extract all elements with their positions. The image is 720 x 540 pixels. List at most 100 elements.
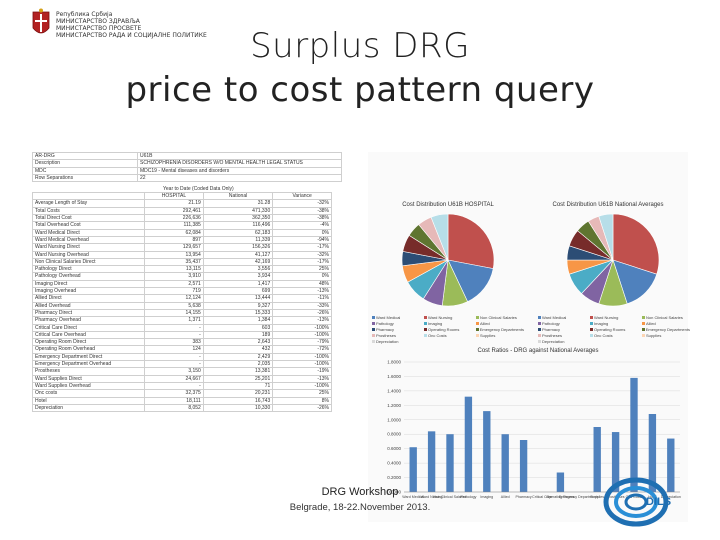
slide-title-line-1: Surplus DRG <box>250 26 470 66</box>
summary-value: 22 <box>137 173 342 183</box>
row-label: Hotel <box>31 396 146 405</box>
legend-swatch <box>424 333 427 337</box>
column-header: Variance <box>272 192 332 201</box>
cell-value: 42,169 <box>202 257 274 267</box>
bar-5 <box>501 434 509 492</box>
legend-label: Ward Nursing <box>428 314 453 320</box>
table-row: Allied Overhead 5,638 9,327 -33% <box>31 301 332 310</box>
legend-label: Prostheses <box>376 332 397 338</box>
cell-value: 2,571 <box>144 279 204 289</box>
legend-item: Emergency Departments <box>476 326 524 332</box>
row-label: Onc costs <box>31 389 146 398</box>
summary-value: SCHIZOPHRENIA DISORDERS W/O MENTAL HEALT… <box>137 159 342 168</box>
x-tick-label: Allied <box>501 495 510 499</box>
table-row: Onc costs 32,375 20,231 25% <box>31 389 332 398</box>
cell-value: 383 <box>144 338 204 347</box>
column-header: HOSPITAL <box>144 192 204 201</box>
row-label: Pharmacy Overhead <box>31 316 146 325</box>
legend-swatch <box>590 333 593 337</box>
cell-value: 0% <box>272 228 332 237</box>
legend-swatch <box>642 321 645 325</box>
table-row: Ward Nursing Overhead 13,954 41,127 -32% <box>31 250 332 259</box>
cell-value: 25% <box>272 389 332 398</box>
legend-label: Emergency Departments <box>645 326 690 332</box>
cell-value: 8% <box>272 396 332 405</box>
legend-swatch <box>476 321 479 325</box>
cell-value: 25,201 <box>202 374 274 383</box>
cell-value: 32,375 <box>144 389 204 398</box>
table-row: AR-DRG U61B <box>32 151 342 161</box>
summary-label: Description <box>32 159 138 168</box>
row-label: Critical Care Overhead <box>31 330 146 340</box>
cell-value: -72% <box>272 345 332 354</box>
cell-value: 1,417 <box>202 279 274 289</box>
y-tick-label: 0.2000 <box>387 475 401 480</box>
cost-ratio-bar-chart: 0.0000 0.2000 0.4000 0.6000 0.8000 1.0000 1.20… <box>387 360 681 500</box>
table-row: MDC MDC19 - Mental diseases and disorders <box>32 166 342 175</box>
row-label: Pharmacy Direct <box>31 308 146 318</box>
legend-label: Pharmacy <box>376 326 395 332</box>
x-tick-label: Ward Nursing <box>421 495 443 499</box>
bar-12 <box>630 377 638 492</box>
cell-value: 3,934 <box>202 272 274 281</box>
workshop-place-date: Belgrade, 18-22.November 2013. <box>289 502 431 513</box>
bar-13 <box>648 414 657 492</box>
legend-label: Depreciation <box>542 338 565 344</box>
row-label: Ward Supplies Overhead <box>31 381 146 391</box>
legend-item: Supplies <box>642 332 690 338</box>
row-label: Allied Overhead <box>31 301 146 310</box>
pie-left-slice-0 <box>447 213 495 269</box>
cell-value: 12,124 <box>144 294 204 303</box>
bar-0 <box>409 447 417 492</box>
legend-label: Imaging <box>428 320 443 326</box>
cell-value: - <box>144 359 204 369</box>
cell-value: 18,111 <box>144 396 204 405</box>
legend-label: Allied <box>646 320 656 326</box>
cell-value: 1,371 <box>144 316 204 325</box>
column-header <box>31 192 146 201</box>
row-label: Imaging Direct <box>31 279 146 289</box>
row-label: Allied Direct <box>31 294 146 303</box>
cell-value: 31.28 <box>202 199 274 208</box>
legend-item: Depreciation <box>372 338 420 344</box>
legend-label: Depreciation <box>376 338 399 344</box>
pie-right-title: Cost Distribution U61B National Averages <box>552 202 664 208</box>
legend-item: Operating Rooms <box>424 326 472 332</box>
legend-swatch <box>642 333 645 337</box>
legend-swatch <box>538 327 541 331</box>
x-tick-label: Pathology <box>460 495 476 499</box>
cell-value: 10,330 <box>202 403 274 413</box>
table-row: Non Clinical Salaries Direct 35,437 42,169… <box>31 257 332 267</box>
legend-label: Prostheses <box>542 332 563 338</box>
pie-right-legend: Ward Medical Ward Nursing Non Clinical Sal… <box>538 314 690 344</box>
table-row: Total Direct Cost 226,636 362,350 -38% <box>31 214 332 223</box>
summary-label: MDC <box>32 166 138 175</box>
ministry-line-4: МИНИСТАРСТВО РАДА И СОЦИЈАЛНЕ ПОЛИТИКЕ <box>56 32 207 39</box>
pie-left-legend: Ward Medical Ward Nursing Non Clinical Sal… <box>372 314 524 344</box>
legend-item: Ward Medical <box>538 314 586 320</box>
legend-item: Pharmacy <box>538 326 586 332</box>
row-label: Average Length of Stay <box>31 199 146 208</box>
table-row: Critical Care Overhead -189 -100% <box>31 330 332 340</box>
slide-title-line-2: price to cost pattern query <box>125 70 595 110</box>
cell-value: 0% <box>272 272 332 281</box>
cell-value: -13% <box>272 374 332 383</box>
legend-item: Onc Costs <box>424 332 472 338</box>
cell-value: -11% <box>272 294 332 303</box>
legend-label: Ward Medical <box>542 314 567 320</box>
cell-value: 129,657 <box>144 243 204 252</box>
legend-item: Allied <box>642 320 690 326</box>
pie-left-slice-10 <box>430 213 449 261</box>
legend-swatch <box>372 327 375 331</box>
ministry-line-2: МИНИСТАРСТВО ЗДРАВЉА <box>56 18 140 25</box>
cell-value: 35,437 <box>144 257 204 267</box>
cell-value: -100% <box>272 323 332 332</box>
row-label: Imaging Overhead <box>31 287 146 296</box>
cell-value: 41,127 <box>202 250 274 259</box>
cell-value: 116,496 <box>202 221 274 230</box>
cell-value: - <box>144 323 204 332</box>
legend-label: Supplies <box>480 332 496 338</box>
hospital-cost-pie-chart <box>401 213 495 307</box>
table-row: Total Costs 292,461 471,330 -38% <box>31 206 332 216</box>
legend-item: Imaging <box>590 320 638 326</box>
